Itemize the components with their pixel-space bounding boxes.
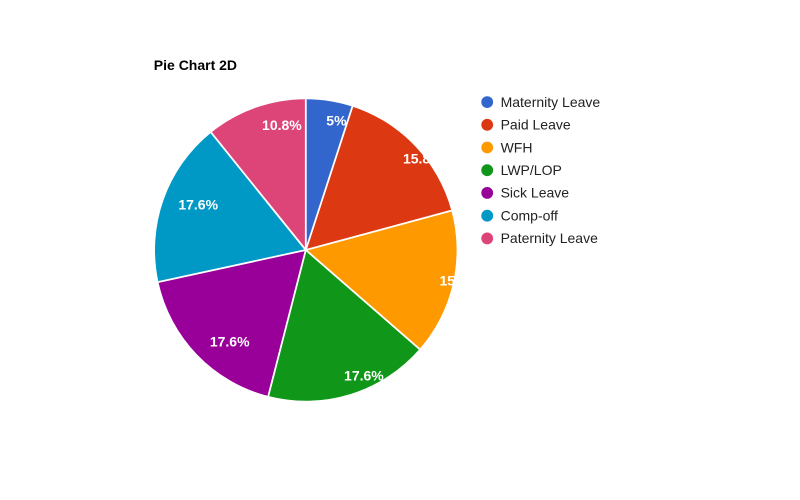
svg-text:Sick Leave: Sick Leave	[501, 185, 570, 201]
svg-text:15.8%: 15.8%	[403, 151, 443, 167]
svg-text:Paternity Leave: Paternity Leave	[501, 230, 598, 246]
svg-text:Maternity Leave: Maternity Leave	[501, 94, 601, 110]
svg-text:17.6%: 17.6%	[210, 334, 250, 350]
svg-text:17.6%: 17.6%	[178, 197, 218, 213]
svg-text:Pie Chart 2D: Pie Chart 2D	[154, 57, 237, 73]
svg-text:10.8%: 10.8%	[262, 117, 302, 133]
svg-text:WFH: WFH	[501, 139, 533, 155]
svg-text:17.6%: 17.6%	[344, 368, 384, 384]
svg-text:15.6%: 15.6%	[439, 273, 479, 289]
svg-text:Paid Leave: Paid Leave	[501, 117, 571, 133]
svg-text:Comp-off: Comp-off	[501, 208, 558, 224]
svg-text:LWP/LOP: LWP/LOP	[501, 162, 562, 178]
svg-text:5%: 5%	[326, 112, 347, 128]
